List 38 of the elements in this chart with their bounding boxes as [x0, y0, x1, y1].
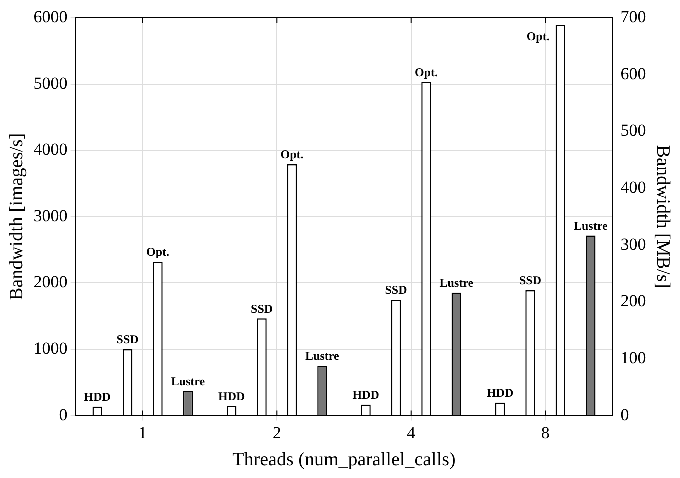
- y-tick-label: 4000: [34, 140, 68, 160]
- y2-tick-label: 0: [620, 405, 630, 424]
- text: Opt.: [280, 148, 304, 162]
- y-tick-label: 5000: [34, 74, 68, 93]
- text: Lustre: [574, 218, 608, 233]
- y2-axis-title: Bandwidth [MB/s]: [652, 145, 674, 288]
- text: HDD: [84, 390, 111, 404]
- series-label: HDD: [352, 388, 380, 402]
- y-tick-label: 0: [59, 405, 68, 424]
- x-tick-label: 4: [407, 423, 416, 442]
- y-tick-label: 2000: [34, 272, 68, 292]
- text: SSD: [251, 302, 274, 316]
- text: SSD: [385, 283, 408, 298]
- x-axis-title: Threads (num_parallel_calls): [232, 450, 456, 471]
- y2-tick-label: 200: [620, 292, 646, 311]
- y-tick-label: 1000: [34, 338, 68, 358]
- x-tick-label: 2: [272, 423, 282, 442]
- series-label: Lustre: [306, 349, 340, 364]
- y2-tick-label: 600: [620, 64, 646, 84]
- text: Opt.: [414, 65, 438, 80]
- y-tick-label: 3000: [34, 206, 68, 226]
- series-label: Opt.: [526, 29, 550, 44]
- y2-tick-label: 700: [620, 7, 646, 26]
- text: Lustre: [171, 374, 206, 388]
- text: SSD: [519, 274, 542, 288]
- y2-tick-label: 300: [620, 234, 646, 254]
- x-tick-label: 1: [138, 423, 148, 442]
- text: Lustre: [440, 276, 474, 290]
- text: Opt.: [146, 245, 170, 260]
- y2-tick-label: 100: [620, 348, 646, 368]
- y2-tick-label: 500: [620, 121, 646, 140]
- text: HDD: [486, 386, 514, 400]
- y-axis-title: Bandwidth [images/s]: [6, 133, 28, 301]
- x-tick-label: 8: [541, 423, 550, 442]
- y-tick-label: 6000: [34, 7, 68, 26]
- text: HDD: [218, 389, 246, 404]
- series-label: SSD: [116, 332, 140, 347]
- y2-tick-label: 400: [620, 178, 646, 197]
